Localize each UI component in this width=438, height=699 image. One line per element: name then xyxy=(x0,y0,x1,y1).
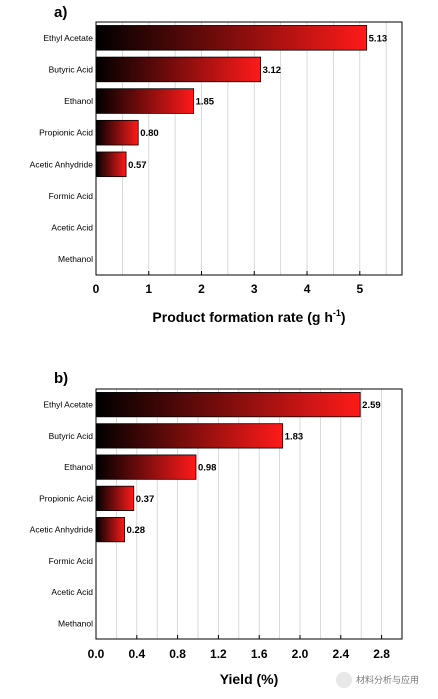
bar xyxy=(95,423,284,449)
data-label: 0.37 xyxy=(136,494,155,505)
bar xyxy=(95,392,361,418)
data-label: 0.57 xyxy=(128,160,147,171)
tick-label: 2.8 xyxy=(373,647,390,661)
category-label: Methanol xyxy=(58,618,93,628)
x-axis-label: Product formation rate (g h-1) xyxy=(152,308,345,325)
category-label: Formic Acid xyxy=(49,556,94,566)
category-label: Acetic Anhydride xyxy=(30,525,94,535)
tick-label: 0.0 xyxy=(88,647,105,661)
category-label: Acetic Anhydride xyxy=(30,159,94,169)
category-label: Methanol xyxy=(58,254,93,264)
plot-frame xyxy=(95,21,403,276)
data-label: 2.59 xyxy=(362,400,381,411)
tick-label: 0.8 xyxy=(169,647,186,661)
data-label: 3.12 xyxy=(263,65,282,76)
category-label: Butyric Acid xyxy=(49,431,94,441)
bar xyxy=(95,88,195,114)
data-label: 1.85 xyxy=(196,97,215,108)
data-label: 0.98 xyxy=(198,463,217,474)
plot-frame xyxy=(95,388,403,640)
bar xyxy=(95,25,368,51)
bar xyxy=(95,517,125,543)
category-label: Ethanol xyxy=(64,462,93,472)
tick-label: 1.6 xyxy=(251,647,268,661)
category-label: Formic Acid xyxy=(49,191,94,201)
watermark: 材料分析与应用 xyxy=(336,672,419,688)
data-label: 0.80 xyxy=(140,128,159,139)
data-label: 1.83 xyxy=(285,431,304,442)
category-label: Ethyl Acetate xyxy=(43,400,93,410)
tick-label: 2.0 xyxy=(292,647,309,661)
tick-label: 0 xyxy=(93,282,100,296)
category-label: Propionic Acid xyxy=(39,493,93,503)
bar xyxy=(95,151,127,178)
tick-label: 4 xyxy=(304,282,311,296)
chart-panel-b: b) Ethyl Acetate 2.59 Butyric Acid 1.83 Ethan… xyxy=(30,370,403,687)
tick-label: 1 xyxy=(145,282,152,296)
category-label: Acetic Acid xyxy=(51,587,93,597)
data-label: 0.28 xyxy=(127,525,146,536)
watermark-text: 材料分析与应用 xyxy=(356,674,419,685)
category-label: Ethanol xyxy=(64,96,93,106)
chart-panel-a: a) Ethyl Acetate 5.13 Butyric Acid 3.12 Ethan… xyxy=(30,4,403,325)
tick-label: 0.4 xyxy=(128,647,145,661)
wechat-icon xyxy=(336,672,352,688)
tick-label: 2.4 xyxy=(332,647,349,661)
panel-label-b: b) xyxy=(54,370,68,387)
tick-label: 3 xyxy=(251,282,258,296)
tick-label: 2 xyxy=(198,282,205,296)
category-label: Propionic Acid xyxy=(39,128,93,138)
panel-label-a: a) xyxy=(54,4,67,21)
category-label: Ethyl Acetate xyxy=(43,33,93,43)
tick-label: 5 xyxy=(356,282,363,296)
x-axis-label: Yield (%) xyxy=(220,671,279,687)
category-label: Acetic Acid xyxy=(51,223,93,233)
bar xyxy=(95,485,135,511)
bar xyxy=(95,56,262,83)
tick-label: 1.2 xyxy=(210,647,227,661)
data-label: 5.13 xyxy=(369,33,388,44)
bar xyxy=(95,454,197,480)
bar xyxy=(95,119,139,146)
category-label: Butyric Acid xyxy=(49,64,94,74)
